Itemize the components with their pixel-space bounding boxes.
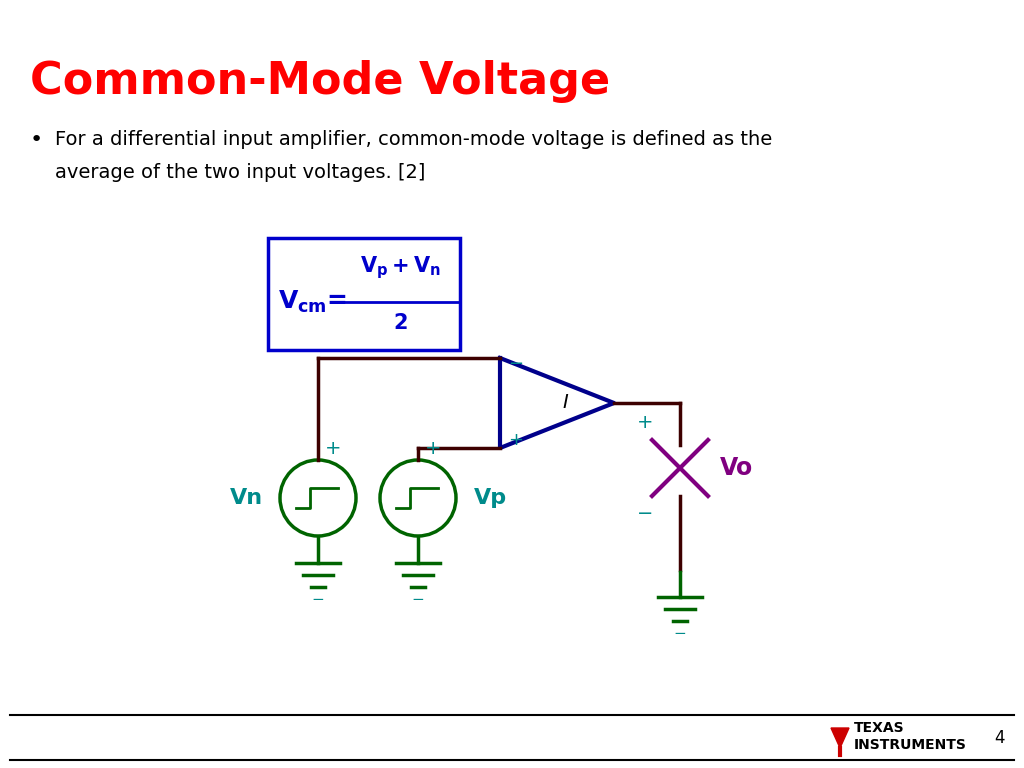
Text: Vp: Vp [473, 488, 507, 508]
Text: $\mathbf{V_p+V_n}$: $\mathbf{V_p+V_n}$ [359, 255, 440, 281]
Text: +: + [637, 412, 653, 432]
Text: −: − [674, 627, 686, 641]
Bar [268, 238, 460, 350]
Text: average of the two input voltages. [2]: average of the two input voltages. [2] [55, 163, 425, 182]
Text: +: + [325, 439, 341, 458]
Text: INSTRUMENTS: INSTRUMENTS [854, 738, 967, 752]
Text: +: + [508, 431, 523, 449]
Text: Common-Mode Voltage: Common-Mode Voltage [30, 60, 610, 103]
Text: 4: 4 [994, 729, 1005, 747]
Text: $\mathbf{V_{cm}}$=: $\mathbf{V_{cm}}$= [278, 289, 347, 315]
Text: •: • [30, 130, 43, 150]
Text: $\mathbf{2}$: $\mathbf{2}$ [392, 313, 408, 333]
Text: TEXAS: TEXAS [854, 721, 904, 735]
Text: For a differential input amplifier, common-mode voltage is defined as the: For a differential input amplifier, comm… [55, 130, 772, 149]
Text: I: I [562, 393, 568, 412]
Text: −: − [311, 592, 325, 607]
Text: −: − [508, 355, 523, 373]
Text: Vo: Vo [720, 456, 754, 480]
Text: Vn: Vn [229, 488, 262, 508]
Polygon shape [831, 728, 849, 748]
Text: −: − [637, 505, 653, 524]
Text: +: + [425, 439, 441, 458]
Text: −: − [412, 592, 424, 607]
